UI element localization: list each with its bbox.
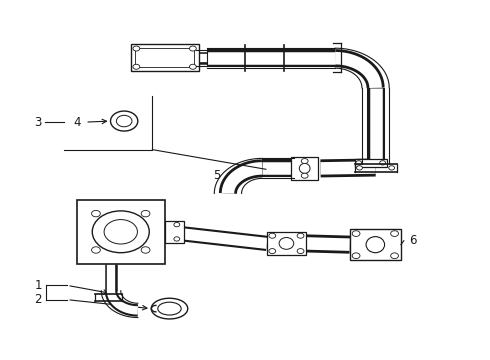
Circle shape xyxy=(297,233,304,238)
Circle shape xyxy=(133,64,140,69)
Circle shape xyxy=(269,249,276,253)
Ellipse shape xyxy=(366,237,385,253)
Ellipse shape xyxy=(158,302,181,315)
Circle shape xyxy=(391,231,398,237)
Bar xyxy=(77,200,165,264)
Circle shape xyxy=(141,210,150,217)
Circle shape xyxy=(391,253,398,258)
Bar xyxy=(135,48,194,67)
Circle shape xyxy=(92,210,100,217)
Ellipse shape xyxy=(299,163,310,174)
Text: 6: 6 xyxy=(409,234,417,247)
Circle shape xyxy=(174,237,180,241)
Circle shape xyxy=(357,166,363,170)
Circle shape xyxy=(352,231,360,237)
Bar xyxy=(267,232,306,255)
Circle shape xyxy=(269,233,276,238)
Circle shape xyxy=(141,247,150,253)
Circle shape xyxy=(301,158,308,163)
Bar xyxy=(165,221,184,243)
Circle shape xyxy=(389,166,394,170)
Bar xyxy=(130,44,199,71)
Text: 7: 7 xyxy=(288,242,295,256)
Circle shape xyxy=(352,253,360,258)
Circle shape xyxy=(297,249,304,253)
Text: 5: 5 xyxy=(214,169,221,182)
Circle shape xyxy=(116,115,132,127)
Circle shape xyxy=(380,161,386,165)
Circle shape xyxy=(174,222,180,227)
Text: 3: 3 xyxy=(34,116,42,129)
Circle shape xyxy=(356,161,362,165)
Circle shape xyxy=(92,211,149,253)
Circle shape xyxy=(104,220,137,244)
Bar xyxy=(350,229,401,260)
Ellipse shape xyxy=(151,298,188,319)
Circle shape xyxy=(301,173,308,178)
Text: 4: 4 xyxy=(73,116,81,129)
Bar xyxy=(355,159,387,167)
Text: 1: 1 xyxy=(34,279,42,292)
Circle shape xyxy=(133,46,140,51)
Bar xyxy=(291,157,318,180)
Circle shape xyxy=(190,46,196,51)
Circle shape xyxy=(111,111,138,131)
Ellipse shape xyxy=(279,238,294,249)
Text: 2: 2 xyxy=(34,293,42,306)
Circle shape xyxy=(92,247,100,253)
Circle shape xyxy=(190,64,196,69)
